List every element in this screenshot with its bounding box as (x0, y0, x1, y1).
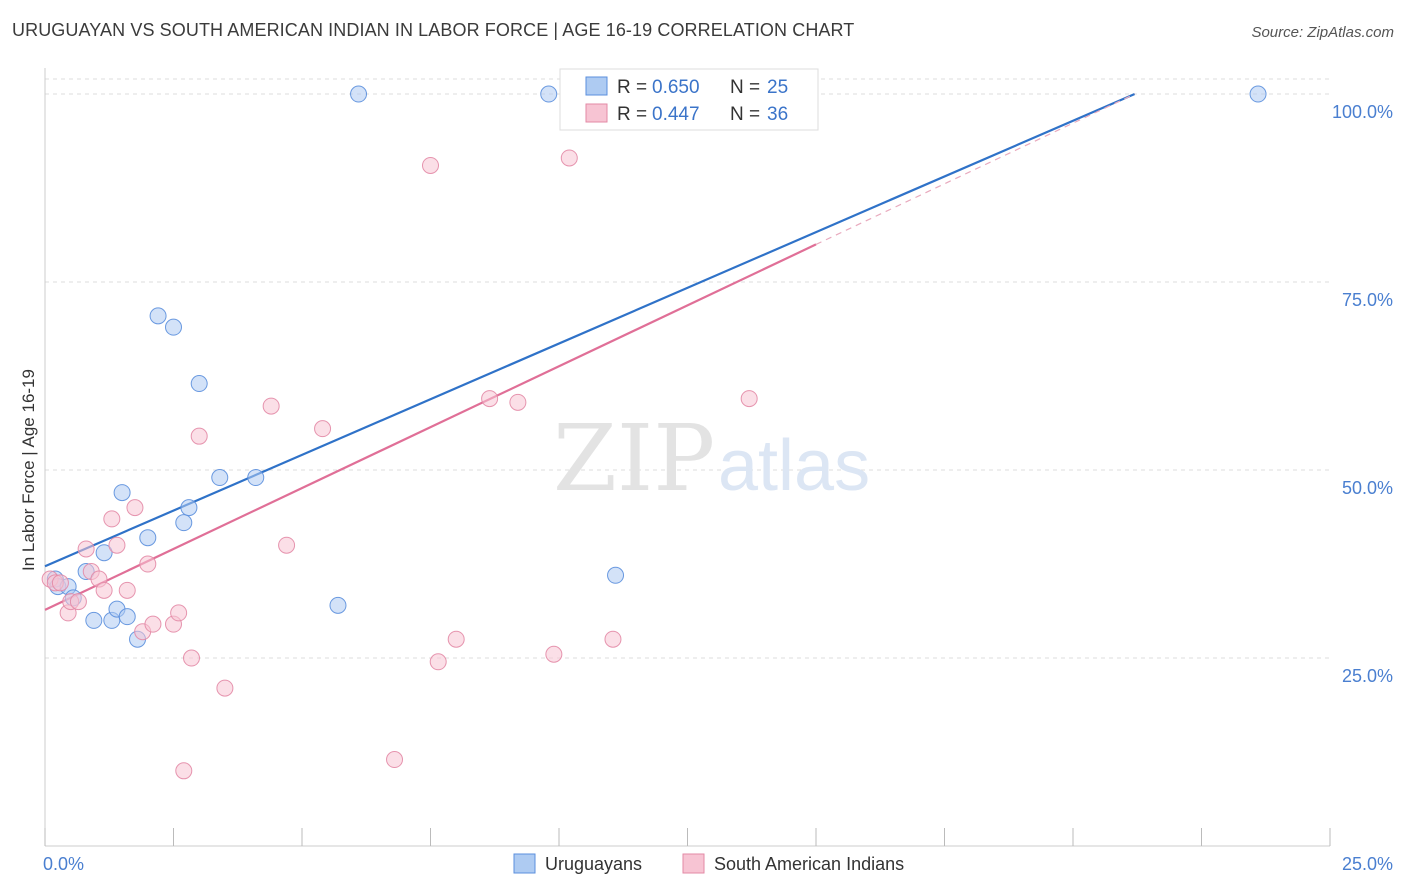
uruguayan-point (175, 514, 193, 532)
uruguayan-point (190, 375, 208, 393)
legend-n-value-1: 25 (767, 77, 788, 98)
watermark-atlas: atlas (718, 426, 870, 506)
south-american-indian-point (51, 574, 69, 592)
uruguayan-point (149, 307, 167, 325)
x-tick-label: 25.0% (1342, 854, 1393, 874)
uruguayan-point (180, 499, 198, 517)
legend-swatch-uruguayans (585, 76, 608, 96)
y-axis-title: In Labor Force | Age 16-19 (19, 369, 38, 571)
uruguayan-point (139, 529, 157, 547)
axis-layer: 25.0% 50.0% 75.0% 100.0% 0.0% 25.0% (43, 68, 1393, 874)
south-american-indian-point (108, 536, 126, 554)
south-american-indian-point (447, 630, 465, 648)
bottom-legend-swatch-uruguayans (513, 853, 536, 874)
south-american-indian-point (95, 581, 113, 599)
south-american-indian-point (314, 420, 332, 438)
x-tick-label: 0.0% (43, 854, 84, 874)
south-american-indian-point (139, 555, 157, 573)
chart-title: URUGUAYAN VS SOUTH AMERICAN INDIAN IN LA… (12, 20, 855, 40)
legend-r-value-1: 0.650 (652, 77, 700, 98)
legend-n-value-2: 36 (767, 104, 788, 125)
bottom-legend-label-south-american-indians: South American Indians (714, 854, 904, 874)
south-american-indian-point (170, 604, 188, 622)
uruguayan-point (329, 596, 347, 614)
south-american-indian-point (429, 653, 447, 671)
uruguayan-point (211, 469, 229, 487)
legend-n-label-1: N = (730, 77, 760, 98)
south-american-indian-point (190, 427, 208, 445)
south-american-indian-point (740, 390, 758, 408)
south-american-indian-point (144, 615, 162, 633)
bottom-legend-label-uruguayans: Uruguayans (545, 854, 642, 874)
uruguayan-trend-line (44, 93, 1136, 568)
south-american-indian-point (103, 510, 121, 528)
uruguayan-point (95, 544, 113, 562)
uruguayan-point (85, 611, 103, 629)
south-american-indian-point (216, 679, 234, 697)
trend-layer (44, 93, 1136, 611)
south-american-indian-point (604, 630, 622, 648)
south-american-indian-point (118, 581, 136, 599)
legend-swatch-south-american-indians (585, 103, 608, 123)
south-american-indian-point (509, 393, 527, 411)
y-tick-label: 50.0% (1342, 478, 1393, 498)
source-label: Source: ZipAtlas.com (1251, 24, 1394, 41)
bottom-legend: Uruguayans South American Indians (513, 853, 904, 874)
south-american-indian-point (545, 645, 563, 663)
watermark: ZIP atlas (553, 405, 870, 512)
south-american-indian-trend-line (44, 243, 817, 611)
south-american-indian-point (69, 593, 87, 611)
y-tick-label: 100.0% (1332, 102, 1393, 122)
south-american-indian-point (182, 649, 200, 667)
legend-r-value-2: 0.447 (652, 104, 700, 125)
south-american-indian-trend-extension (815, 93, 1135, 245)
south-american-indian-point (262, 397, 280, 415)
y-tick-label: 75.0% (1342, 290, 1393, 310)
uruguayan-point (247, 469, 265, 487)
uruguayan-point (540, 85, 558, 103)
uruguayan-point (607, 566, 625, 584)
south-american-indian-point (560, 149, 578, 167)
south-american-indian-point (481, 390, 499, 408)
south-american-indian-point (126, 499, 144, 517)
uruguayan-point (1249, 85, 1267, 103)
uruguayan-point (165, 318, 182, 336)
grid-layer (45, 78, 1330, 659)
south-american-indian-point (77, 540, 95, 558)
uruguayan-point (350, 85, 368, 103)
south-american-indian-point (386, 751, 404, 769)
legend-r-label-2: R = (617, 104, 647, 125)
uruguayan-point (118, 608, 136, 626)
legend-box: R = 0.650 N = 25 R = 0.447 N = 36 (559, 68, 819, 131)
watermark-zip: ZIP (553, 405, 715, 512)
bottom-legend-swatch-south-american-indians (682, 853, 705, 874)
south-american-indian-point (278, 536, 296, 554)
south-american-indian-point (175, 762, 193, 780)
south-american-indian-point (422, 156, 439, 174)
legend-r-label-1: R = (617, 77, 647, 98)
points-layer (41, 85, 1267, 780)
legend-n-label-2: N = (730, 104, 760, 125)
uruguayan-point (113, 484, 131, 502)
y-tick-label: 25.0% (1342, 666, 1393, 686)
